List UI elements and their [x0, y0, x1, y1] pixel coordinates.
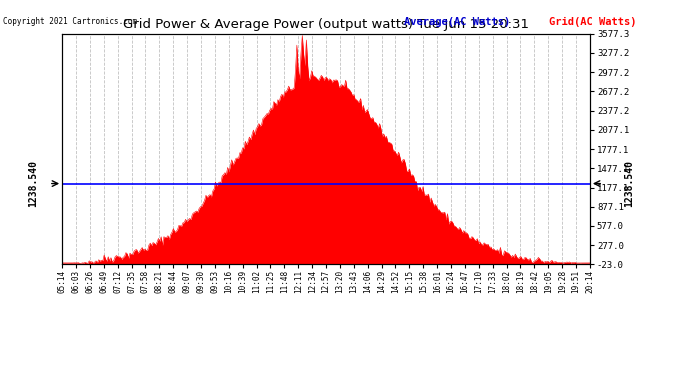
Text: Average(AC Watts): Average(AC Watts) [404, 17, 510, 27]
Title: Grid Power & Average Power (output watts) Tue Jun 15 20:31: Grid Power & Average Power (output watts… [123, 18, 529, 31]
Text: Copyright 2021 Cartronics.com: Copyright 2021 Cartronics.com [3, 17, 137, 26]
Text: Grid(AC Watts): Grid(AC Watts) [549, 17, 636, 27]
Text: 1238.540: 1238.540 [624, 160, 635, 207]
Text: 1238.540: 1238.540 [28, 160, 38, 207]
